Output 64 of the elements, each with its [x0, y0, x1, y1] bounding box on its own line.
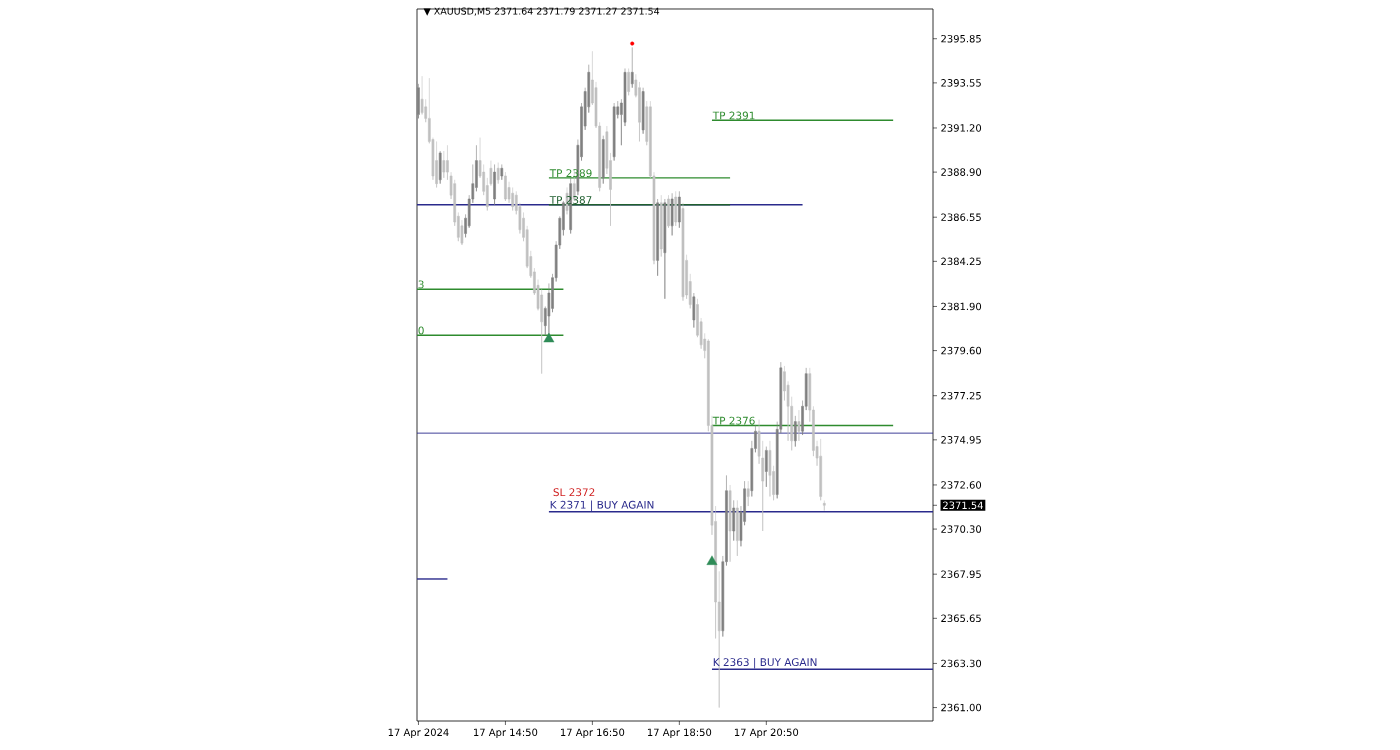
y-tick-label: 2365.65: [941, 614, 981, 623]
candlestick: [659, 194, 663, 257]
candlestick: [736, 499, 739, 557]
series-label: 0: [418, 326, 424, 335]
y-tick-label: 2379.60: [941, 346, 982, 355]
y-tick-label: 2381.90: [941, 302, 982, 311]
candlestick: [692, 292, 696, 328]
candlestick: [678, 191, 681, 229]
candlestick: [663, 198, 667, 300]
candlestick: [667, 194, 670, 229]
series-label: K 2363 | BUY AGAIN: [713, 657, 817, 669]
candlestick: [674, 191, 678, 227]
y-tick-label: 2372.60: [941, 481, 982, 489]
candlestick: [612, 102, 616, 161]
y-tick-label: 2374.95: [941, 436, 981, 444]
candlestick: [627, 68, 630, 96]
candlestick: [641, 87, 645, 135]
candlestick: [504, 171, 507, 202]
candlestick: [496, 162, 500, 184]
x-tick-label: 17 Apr 16:50: [561, 728, 625, 738]
candlestick: [819, 438, 822, 501]
candlestick: [417, 83, 420, 119]
x-tick-label: 17 Apr 18:50: [647, 728, 712, 738]
series-label: TP 2376: [712, 416, 755, 425]
candlestick: [797, 409, 801, 442]
candlestick: [630, 47, 634, 88]
candlestick: [438, 150, 442, 184]
candlestick: [670, 192, 674, 236]
candlestick: [746, 480, 750, 507]
candlestick: [765, 446, 768, 488]
series-label: K 2371 | BUY AGAIN: [550, 500, 654, 512]
series-label: TP 2391: [712, 111, 755, 120]
y-tick-label: 2367.95: [941, 570, 981, 578]
candlestick: [768, 440, 772, 497]
y-tick-label: 2371.54: [943, 501, 983, 510]
y-tick-label: 2386.55: [941, 213, 981, 221]
candlestick: [822, 500, 826, 511]
point: [543, 332, 555, 343]
y-tick-label: 2388.90: [941, 168, 982, 176]
y-tick-label: 2370.30: [941, 525, 982, 533]
point: [630, 41, 635, 46]
chart-title: ▼ XAUUSD,M5 2371.64 2371.79 2371.27 2371.54: [423, 7, 660, 16]
y-tick-label: 2377.25: [941, 391, 981, 400]
y-tick-label: 2393.55: [941, 79, 981, 87]
y-tick-label: 2384.25: [941, 257, 981, 266]
candlestick: [794, 415, 797, 447]
x-tick-label: 17 Apr 20:50: [734, 728, 799, 738]
candlestick: [656, 198, 659, 277]
point: [706, 555, 718, 565]
candlestick: [500, 164, 504, 181]
y-tick-label: 2395.85: [941, 34, 981, 43]
candlestick: [681, 202, 685, 301]
y-tick-label: 2391.20: [941, 124, 982, 132]
candlestick: [493, 164, 496, 206]
candlestick: [601, 135, 605, 184]
x-tick-label: 17 Apr 2024: [388, 728, 449, 738]
candlestick: [435, 141, 438, 188]
y-tick-label: 2363.30: [941, 659, 982, 668]
y-tick-label: 2361.00: [941, 703, 982, 712]
candlestick: [732, 499, 736, 541]
annotation: SL 2372: [553, 488, 595, 497]
series-label: 3: [418, 280, 424, 289]
candlestick: [728, 484, 732, 563]
x-tick-label: 17 Apr 14:50: [474, 728, 538, 738]
